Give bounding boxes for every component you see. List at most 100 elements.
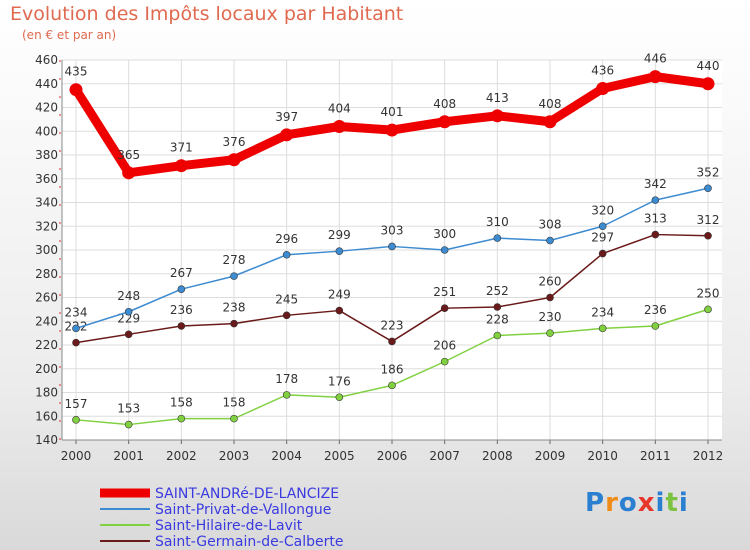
data-point [704, 305, 712, 314]
x-tick-label: 2008 [482, 449, 513, 463]
data-point [332, 120, 346, 133]
data-point [69, 83, 83, 97]
x-tick-label: 2007 [429, 449, 460, 463]
data-point [598, 324, 607, 333]
data-label: 440 [697, 59, 720, 73]
y-tick-label: 460 [35, 53, 58, 67]
logo-letter: i [678, 488, 689, 518]
data-label: 299 [328, 228, 351, 242]
data-point [493, 303, 502, 311]
data-point [124, 420, 133, 429]
y-tick-label: 340 [35, 196, 58, 210]
data-point [598, 222, 607, 231]
chart-title: Evolution des Impôts locaux par Habitant [10, 3, 404, 25]
logo-letter: o [618, 488, 638, 518]
data-label: 236 [644, 303, 667, 317]
data-label: 300 [433, 227, 456, 241]
data-label: 153 [117, 402, 140, 416]
data-label: 308 [539, 218, 562, 232]
y-tick-label: 240 [35, 314, 58, 328]
data-point [388, 337, 396, 346]
data-point [177, 414, 186, 423]
data-label: 352 [697, 165, 720, 179]
data-point [704, 184, 712, 193]
y-tick-label: 220 [35, 338, 58, 352]
data-point [598, 249, 607, 258]
data-point [230, 319, 238, 328]
data-point [543, 115, 557, 129]
data-point [335, 247, 344, 255]
data-point [546, 236, 554, 245]
x-tick-label: 2002 [166, 449, 197, 463]
data-point [177, 322, 186, 330]
data-label: 249 [328, 288, 351, 302]
data-label: 397 [275, 110, 298, 124]
data-label: 312 [697, 213, 720, 227]
data-label: 186 [381, 362, 404, 376]
data-point [704, 231, 712, 240]
data-label: 342 [644, 177, 667, 191]
data-label: 251 [433, 285, 456, 299]
data-point [124, 330, 133, 339]
data-point [174, 159, 188, 173]
data-point [388, 242, 396, 251]
data-label: 404 [328, 102, 351, 116]
data-label: 296 [275, 232, 298, 246]
data-label: 408 [433, 97, 456, 111]
data-label: 408 [539, 97, 562, 111]
data-label: 252 [486, 284, 509, 298]
data-label: 178 [275, 372, 298, 386]
data-label: 158 [223, 396, 246, 410]
data-point [230, 414, 238, 423]
data-label: 245 [275, 292, 298, 306]
data-point [282, 250, 291, 259]
data-label: 228 [486, 313, 509, 327]
data-point [648, 70, 662, 84]
data-point [388, 381, 396, 390]
y-tick-label: 420 [35, 101, 58, 115]
data-label: 229 [117, 311, 140, 325]
logo-letter: t [665, 488, 679, 518]
logo-letter: r [605, 488, 619, 518]
data-point [651, 322, 660, 330]
y-tick-label: 200 [35, 362, 58, 376]
y-tick-label: 160 [35, 409, 58, 423]
data-label: 297 [591, 231, 614, 245]
chart-subtitle: (en € et par an) [22, 28, 117, 42]
data-label: 157 [65, 397, 88, 411]
data-label: 250 [697, 286, 720, 300]
data-label: 223 [381, 318, 404, 332]
data-point [440, 246, 449, 254]
x-tick-label: 2006 [377, 449, 408, 463]
y-tick-label: 440 [35, 77, 58, 91]
x-tick-label: 2012 [693, 449, 724, 463]
data-label: 176 [328, 374, 351, 388]
x-tick-label: 2011 [640, 449, 671, 463]
data-label: 413 [486, 91, 509, 105]
data-label: 234 [65, 305, 88, 319]
legend-label: Saint-Privat-de-Vallongue [155, 502, 331, 518]
data-point [493, 331, 502, 340]
data-label: 401 [381, 105, 404, 119]
data-point [230, 272, 238, 280]
data-label: 234 [591, 305, 614, 319]
data-point [282, 311, 291, 320]
data-label: 278 [223, 253, 246, 267]
data-label: 303 [381, 223, 404, 237]
data-point [490, 109, 504, 123]
data-label: 376 [223, 135, 246, 149]
proxiti-logo: Proxiti [585, 488, 689, 518]
legend-label: Saint-Hilaire-de-Lavit [155, 518, 303, 534]
data-point [72, 324, 80, 333]
data-label: 267 [170, 266, 193, 280]
data-point [546, 329, 554, 337]
y-tick-label: 180 [35, 386, 58, 400]
y-tick-label: 360 [35, 172, 58, 186]
data-label: 365 [117, 148, 140, 162]
data-point [282, 391, 291, 399]
logo-letter: x [637, 488, 656, 518]
y-tick-label: 380 [35, 148, 58, 162]
data-label: 158 [170, 396, 193, 410]
data-label: 436 [591, 64, 614, 78]
